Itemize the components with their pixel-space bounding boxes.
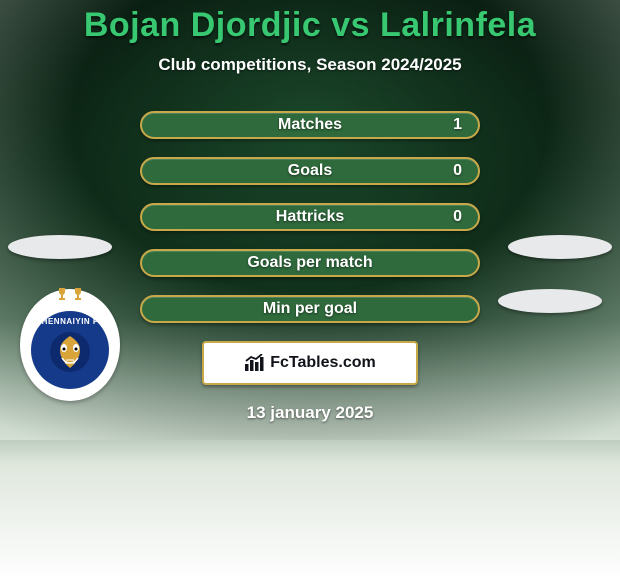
stat-label: Goals [288,162,332,180]
club-mascot-icon [48,330,92,374]
stat-row: Matches 1 [0,111,620,139]
stat-bar: Min per goal [140,295,480,323]
stat-bar: Goals per match [140,249,480,277]
stat-label: Matches [278,116,342,134]
stat-value: 0 [453,208,462,226]
stat-bar: Goals 0 [140,157,480,185]
page-title: Bojan Djordjic vs Lalrinfela [0,0,620,45]
brand-text: FcTables.com [270,354,376,372]
stat-label: Hattricks [276,208,344,226]
chart-icon [244,354,266,372]
stat-row: Goals per match [0,249,620,277]
stat-row: Min per goal [0,295,620,323]
date-text: 13 january 2025 [0,403,620,423]
stat-label: Min per goal [263,300,357,318]
stats-area: CHENNAIYIN FC Matches1Goals0Hattricks0Go… [0,111,620,323]
brand-box[interactable]: FcTables.com [202,341,418,385]
stat-bar: Hattricks 0 [140,203,480,231]
stat-bar: Matches 1 [140,111,480,139]
stat-row: Goals 0 [0,157,620,185]
stat-value: 1 [453,116,462,134]
subtitle: Club competitions, Season 2024/2025 [0,55,620,75]
stat-value: 0 [453,162,462,180]
stat-row: Hattricks 0 [0,203,620,231]
stat-label: Goals per match [247,254,372,272]
